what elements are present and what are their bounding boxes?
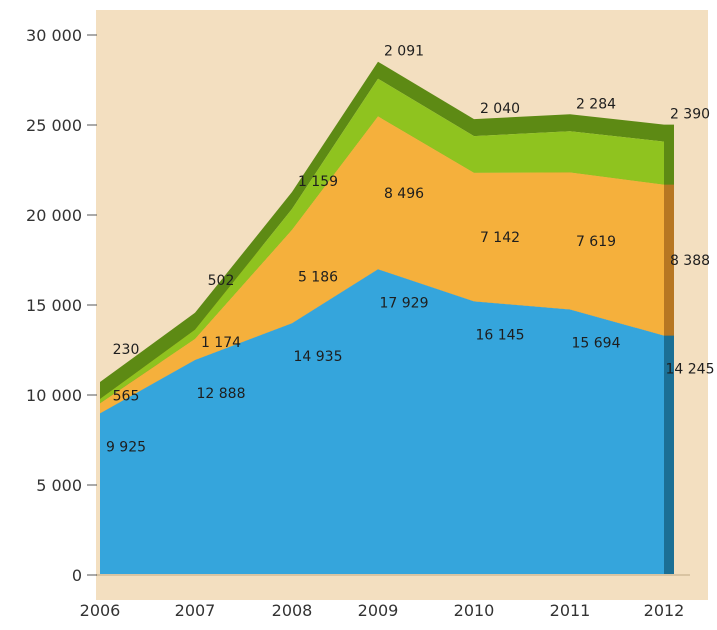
data-label-series-1-2010: 16 145 [476,327,525,343]
area-series-3 [100,78,664,404]
data-label-series-3-2008: 1 159 [298,174,338,190]
x-tick-label-2010: 2010 [454,601,495,620]
data-labels: 9 925 12 888 14 935 17 929 16 145 15 694 14 24… [106,44,715,456]
data-label-series-3-2007: 502 [208,273,235,289]
x-tick-label-2012: 2012 [644,601,685,620]
area-end-cap-series-2 [664,167,674,336]
area-depth-series-3-seg-4 [378,61,474,137]
data-label-series-1-2009: 17 929 [380,295,429,311]
y-tick-label-4: 20 000 [26,206,82,225]
area-series-2 [100,116,664,414]
area-end-cap-series-3 [664,124,674,185]
area-series-1 [100,269,664,575]
data-label-series-2-2007: 1 174 [201,335,241,351]
data-label-series-3-2009: 2 091 [384,44,424,60]
area-end-cap-series-1 [664,318,674,575]
area-depth-series-3-seg-1 [100,312,195,399]
y-tick-label-6: 30 000 [26,26,82,45]
x-tick-label-2006: 2006 [80,601,121,620]
data-label-series-1-2006: 9 925 [106,439,146,455]
x-tick-label-2007: 2007 [175,601,216,620]
y-tick-label-3: 15 000 [26,296,82,315]
data-label-series-3-2010: 2 040 [480,101,520,117]
y-tick-label-2: 10 000 [26,386,82,405]
y-tick-label-5: 25 000 [26,116,82,135]
data-label-series-2-2011: 7 619 [576,234,616,250]
area-depth-series-3-seg-3 [292,61,378,210]
x-tick-label-2009: 2009 [358,601,399,620]
data-label-series-3-2012: 2 390 [670,107,710,123]
data-label-series-2-2008: 5 186 [298,270,338,286]
area-front-faces [100,78,664,575]
data-label-series-3-2006: 230 [113,342,140,358]
data-label-series-2-2006: 565 [113,388,140,404]
y-tick-label-1: 5 000 [36,476,82,495]
data-label-series-3-2011: 2 284 [576,96,616,112]
area-depth-series-3-seg-5 [474,114,570,137]
data-label-series-1-2008: 14 935 [294,349,343,365]
y-tick-label-0: 0 [72,566,82,585]
data-label-series-2-2012: 8 388 [670,253,710,269]
data-label-series-2-2010: 7 142 [480,230,520,246]
data-label-series-1-2012: 14 245 [666,362,715,378]
x-tick-label-2011: 2011 [550,601,591,620]
data-label-series-1-2007: 12 888 [197,386,246,402]
area-depth-series-3-seg-6 [570,114,664,142]
data-label-series-2-2009: 8 496 [384,186,424,202]
area-depth-series-3-seg-2 [195,192,292,330]
axes: 0 5 000 10 000 15 000 20 000 25 000 30 000 2006… [26,26,690,620]
x-tick-label-2008: 2008 [272,601,313,620]
data-label-series-1-2011: 15 694 [572,336,621,352]
